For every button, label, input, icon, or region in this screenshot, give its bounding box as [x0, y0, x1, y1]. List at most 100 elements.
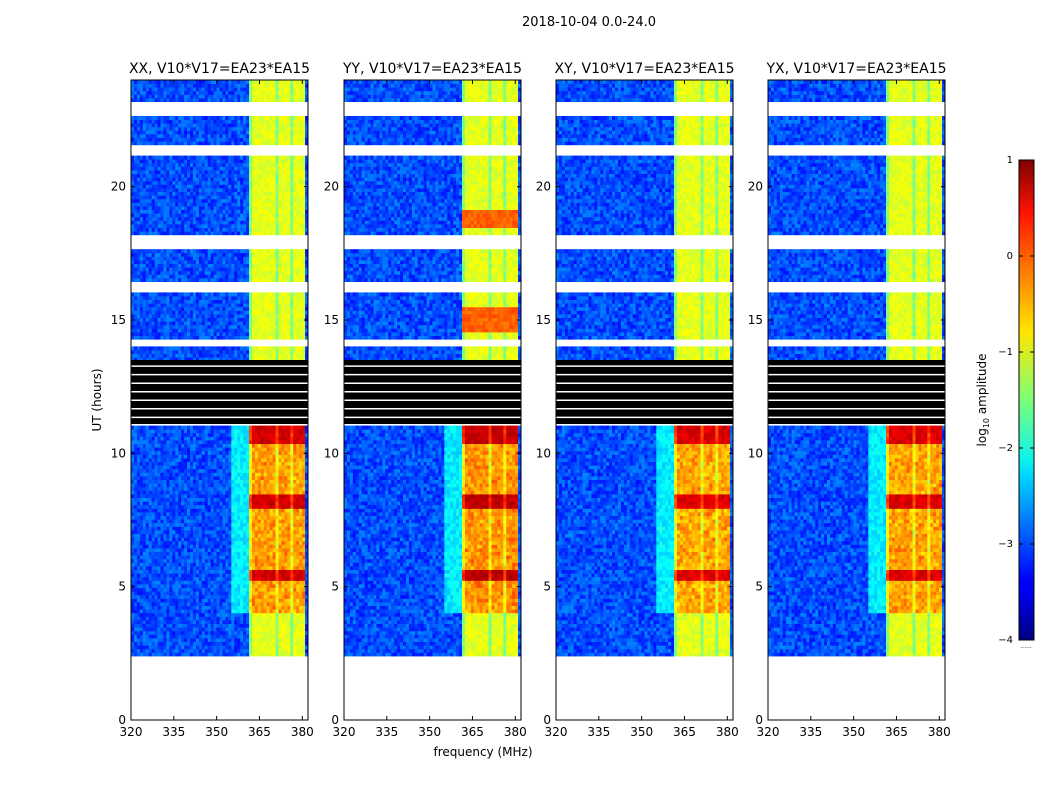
heatmap-cell: [293, 429, 297, 434]
heatmap-cell: [207, 537, 212, 542]
heatmap-cell: [148, 645, 153, 650]
heatmap-cell: [296, 569, 300, 574]
heatmap-cell: [234, 483, 238, 488]
heatmap-cell: [257, 562, 262, 567]
heatmap-cell: [237, 598, 241, 603]
heatmap-cell: [175, 429, 179, 434]
heatmap-cell: [281, 519, 285, 524]
heatmap-cell: [178, 461, 182, 466]
heatmap-cell: [305, 332, 309, 336]
heatmap-cell: [133, 317, 138, 322]
heatmap-cell: [269, 576, 273, 581]
heatmap-cell: [210, 569, 214, 574]
heatmap-cell: [237, 306, 241, 311]
heatmap-cell: [260, 584, 265, 588]
heatmap-cell: [181, 623, 185, 628]
heatmap-cell: [136, 573, 141, 578]
heatmap-cell: [204, 425, 209, 430]
heatmap-cell: [192, 465, 197, 470]
heatmap-cell: [263, 623, 268, 628]
heatmap-cell: [290, 540, 294, 545]
heatmap-cell: [160, 548, 164, 552]
heatmap-cell: [131, 609, 135, 614]
heatmap-cell: [249, 573, 253, 578]
heatmap-cell: [296, 292, 300, 297]
heatmap-cell: [302, 472, 306, 477]
heatmap-cell: [278, 645, 282, 650]
heatmap-cell: [136, 303, 141, 308]
heatmap-cell: [145, 486, 150, 491]
heatmap-cell: [216, 638, 220, 642]
heatmap-cell: [278, 299, 282, 304]
heatmap-cell: [251, 436, 256, 441]
heatmap-cell: [133, 562, 138, 567]
heatmap-cell: [281, 569, 285, 574]
heatmap-cell: [293, 479, 297, 484]
heatmap-cell: [272, 292, 276, 297]
heatmap-cell: [225, 584, 229, 588]
heatmap-cell: [157, 494, 161, 498]
heatmap-cell: [246, 472, 250, 477]
heatmap-cell: [154, 306, 158, 311]
heatmap-cell: [136, 497, 141, 502]
heatmap-cell: [201, 447, 206, 452]
heatmap-cell: [222, 641, 226, 646]
heatmap-cell: [266, 648, 271, 653]
heatmap-cell: [266, 447, 271, 452]
heatmap-cell: [210, 278, 214, 282]
heatmap-cell: [169, 332, 173, 336]
heatmap-cell: [169, 306, 173, 311]
heatmap-cell: [160, 274, 164, 279]
heatmap-cell: [187, 641, 191, 646]
heatmap-cell: [207, 425, 212, 430]
heatmap-cell: [293, 314, 297, 318]
heatmap-cell: [178, 292, 182, 297]
heatmap-cell: [240, 447, 244, 452]
heatmap-cell: [190, 350, 194, 354]
heatmap-cell: [181, 332, 185, 336]
heatmap-cell: [237, 350, 241, 354]
figure-suptitle: 2018-10-04 0.0-24.0: [522, 15, 656, 30]
heatmap-cell: [213, 530, 217, 534]
heatmap-cell: [154, 573, 158, 578]
heatmap-cell: [142, 573, 147, 578]
heatmap-cell: [231, 515, 235, 520]
heatmap-cell: [198, 584, 203, 588]
heatmap-cell: [249, 544, 253, 549]
heatmap-cell: [163, 576, 167, 581]
heatmap-cell: [145, 479, 150, 484]
heatmap-cell: [284, 483, 288, 488]
heatmap-cell: [281, 310, 285, 315]
heatmap-cell: [151, 436, 155, 441]
heatmap-cell: [290, 591, 294, 596]
heatmap-cell: [204, 533, 209, 538]
heatmap-cell: [154, 540, 158, 545]
heatmap-cell: [131, 652, 135, 657]
heatmap-cell: [145, 612, 150, 617]
heatmap-cell: [234, 540, 238, 545]
heatmap-cell: [240, 598, 244, 603]
heatmap-cell: [172, 303, 176, 308]
heatmap-cell: [163, 335, 167, 340]
heatmap-cell: [160, 515, 164, 520]
heatmap-cell: [169, 443, 173, 448]
heatmap-cell: [284, 612, 288, 617]
heatmap-cell: [290, 306, 294, 311]
heatmap-cell: [287, 508, 291, 513]
heatmap-cell: [231, 436, 235, 441]
heatmap-cell: [240, 512, 244, 516]
heatmap-cell: [163, 479, 167, 484]
heatmap-cell: [272, 324, 276, 329]
heatmap-cell: [254, 450, 259, 455]
heatmap-cell: [204, 634, 209, 639]
heatmap-cell: [275, 310, 279, 315]
heatmap-cell: [216, 609, 220, 614]
heatmap-cell: [198, 494, 203, 498]
heatmap-cell: [296, 465, 300, 470]
heatmap-cell: [225, 432, 229, 437]
heatmap-cell: [213, 616, 217, 621]
heatmap-cell: [157, 458, 161, 462]
heatmap-cell: [269, 306, 273, 311]
heatmap-cell: [195, 537, 200, 542]
heatmap-cell: [225, 591, 229, 596]
